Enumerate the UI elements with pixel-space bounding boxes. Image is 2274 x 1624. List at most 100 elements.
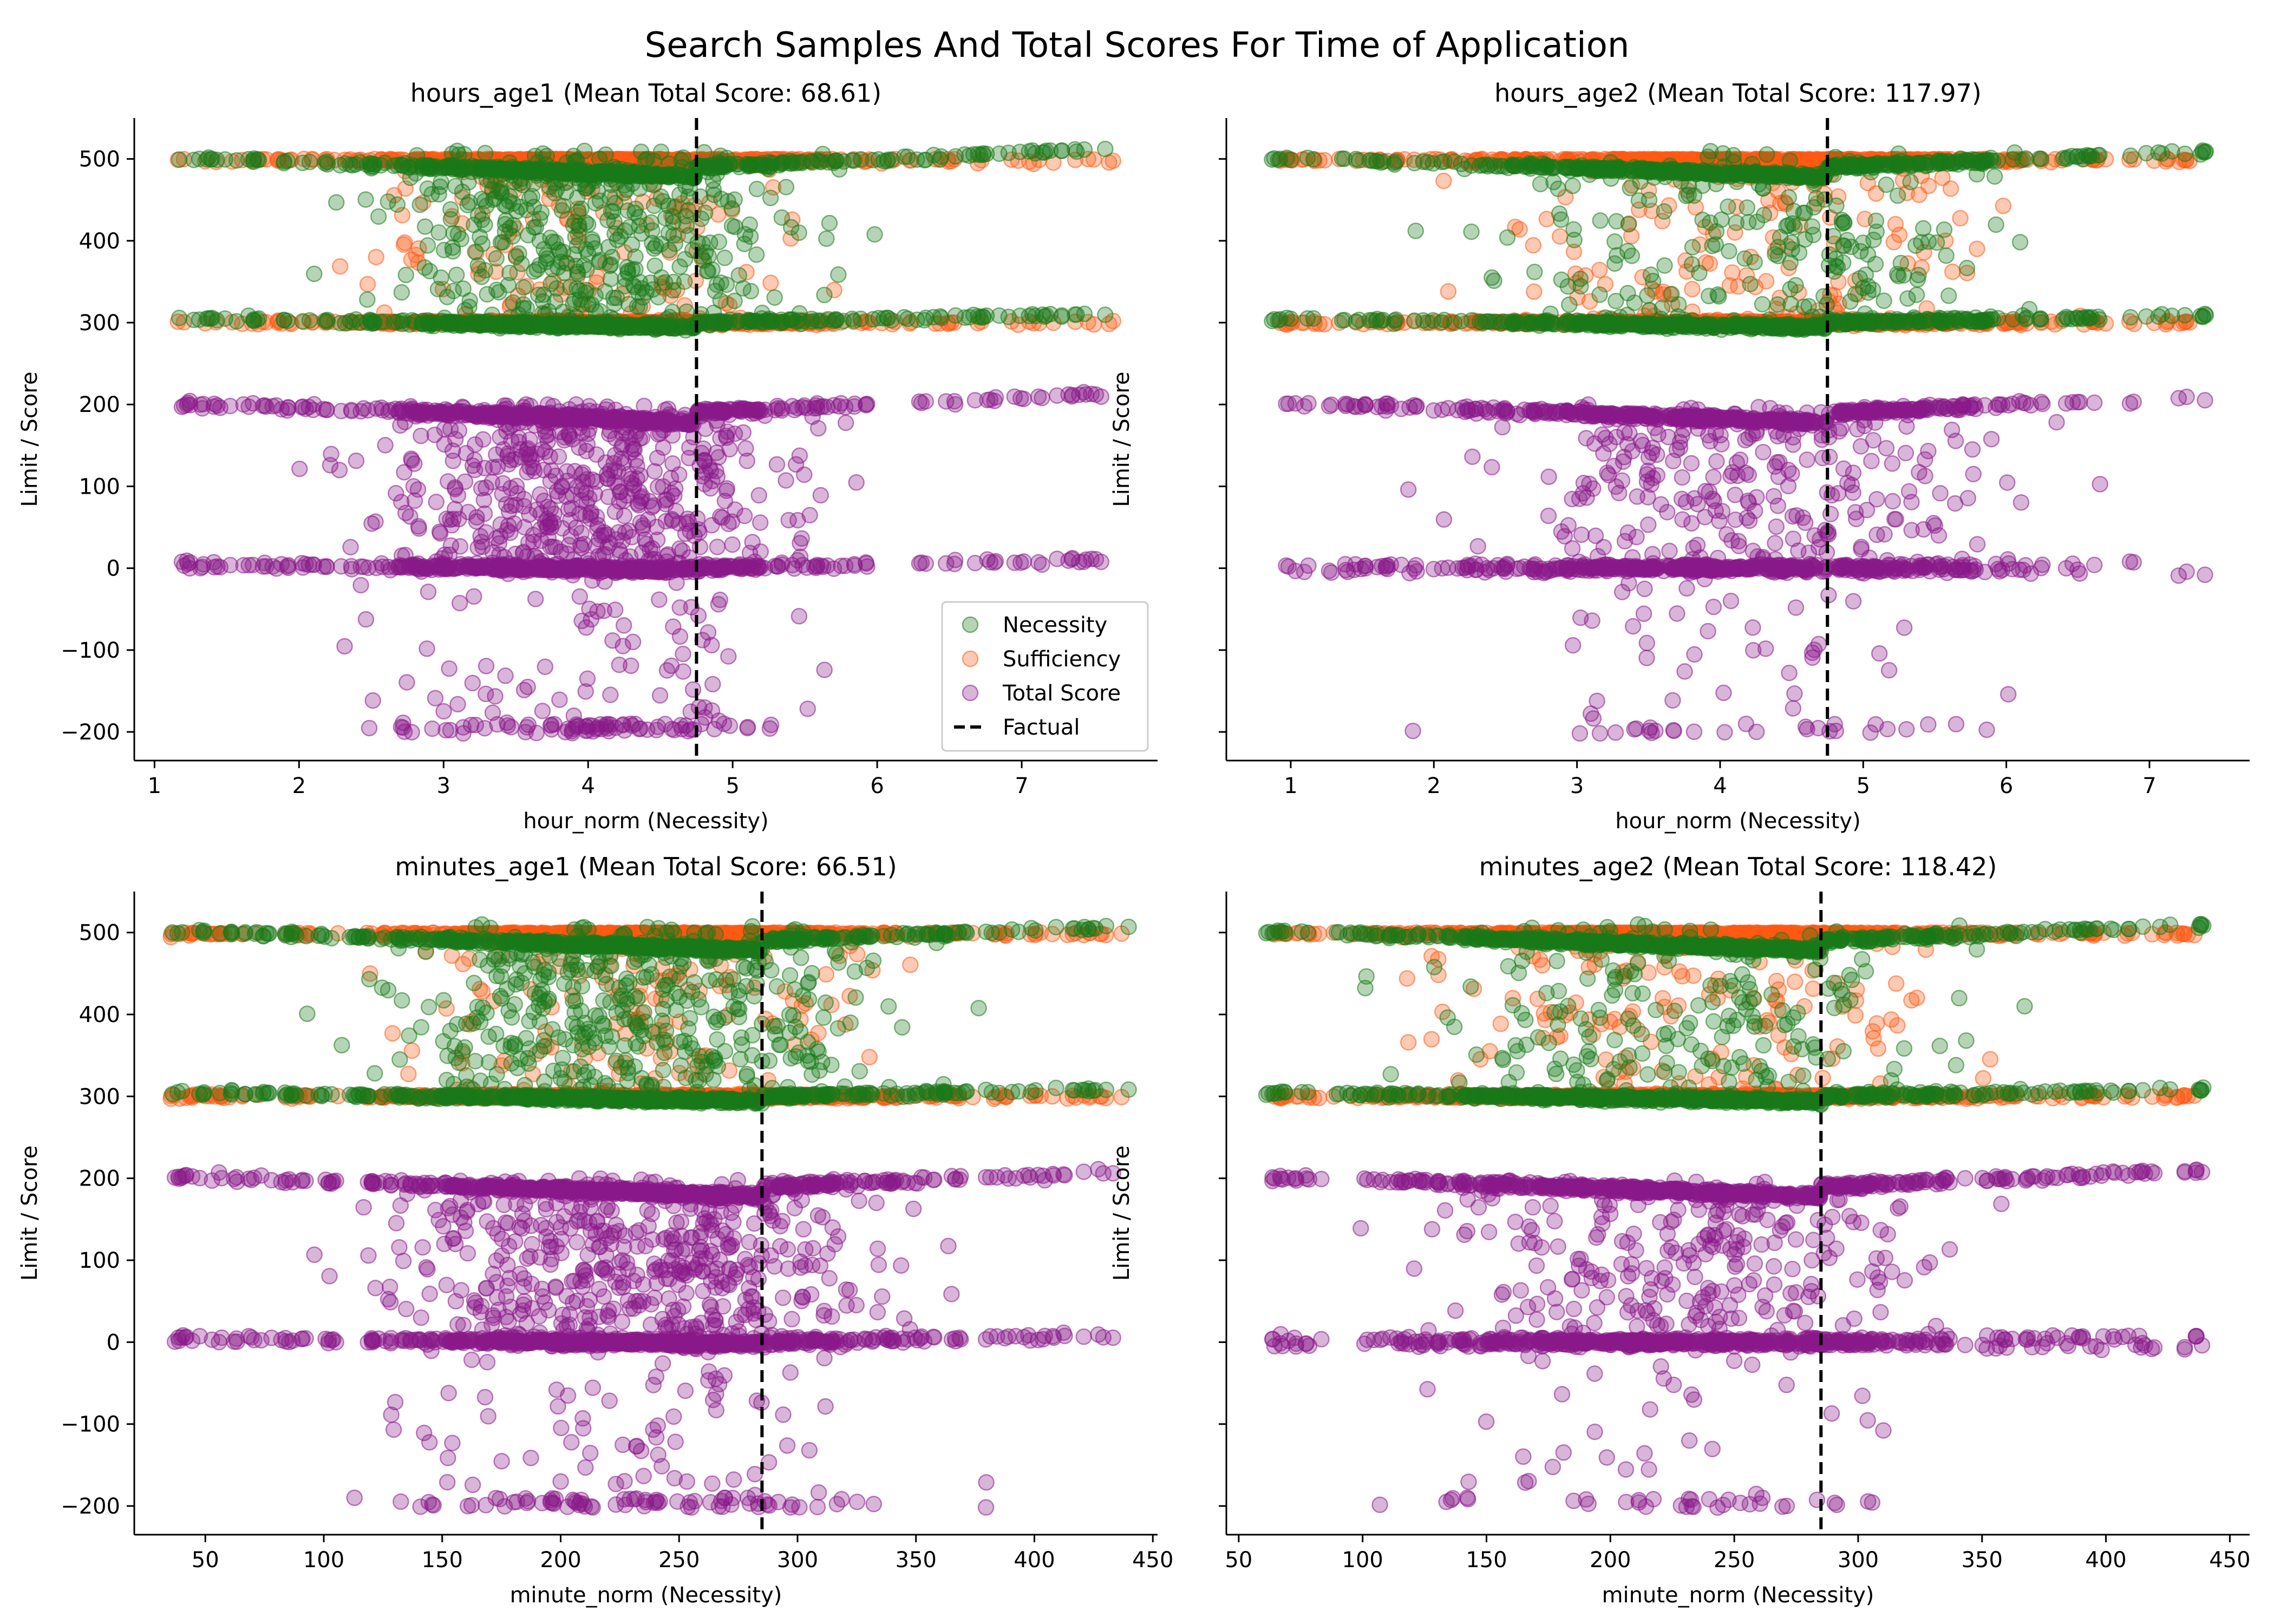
- total-score-point: [336, 638, 353, 655]
- necessity-point: [171, 151, 188, 168]
- total-score-point: [571, 588, 589, 605]
- necessity-point: [814, 146, 831, 162]
- total-score-point: [583, 611, 600, 628]
- necessity-point: [473, 269, 490, 285]
- necessity-point: [565, 296, 581, 312]
- total-score-point: [698, 555, 715, 573]
- necessity-point: [899, 310, 916, 328]
- necessity-point: [362, 158, 380, 175]
- total-score-point: [624, 564, 642, 581]
- total-score-point: [617, 405, 635, 423]
- necessity-point: [1024, 306, 1041, 323]
- total-score-point: [377, 437, 394, 454]
- total-score-point: [660, 561, 677, 578]
- total-score-point: [507, 545, 524, 562]
- total-score-point: [602, 716, 619, 733]
- y-tick-label: 100: [79, 474, 120, 499]
- total-score-point: [520, 534, 537, 551]
- total-score-point: [528, 501, 545, 518]
- total-score-point: [663, 721, 681, 737]
- total-score-point: [596, 602, 612, 619]
- total-score-point: [858, 555, 874, 572]
- total-score-point: [710, 712, 728, 729]
- total-score-point: [801, 507, 818, 523]
- total-score-point: [777, 472, 794, 489]
- necessity-point: [619, 202, 636, 219]
- total-score-point: [487, 687, 504, 705]
- necessity-point: [487, 168, 504, 185]
- total-score-point: [597, 401, 615, 418]
- necessity-point: [978, 145, 995, 162]
- total-score-point: [633, 416, 650, 433]
- total-score-point: [572, 536, 589, 554]
- panel-title: hours_age2 (Mean Total Score: 117.97): [1494, 78, 1982, 108]
- total-score-point: [716, 493, 734, 509]
- total-score-point: [315, 401, 332, 417]
- total-score-point: [518, 446, 535, 463]
- total-score-point: [393, 494, 410, 510]
- necessity-point: [791, 305, 808, 322]
- total-score-point: [684, 681, 702, 698]
- total-score-point: [360, 402, 377, 419]
- necessity-point: [561, 312, 578, 329]
- necessity-point: [430, 224, 447, 241]
- total-score-point: [657, 513, 675, 530]
- necessity-point: [450, 146, 467, 163]
- total-score-point: [413, 427, 429, 444]
- total-score-point: [364, 692, 381, 709]
- y-tick-label: 500: [79, 147, 120, 172]
- total-score-point: [1049, 551, 1066, 567]
- necessity-point: [602, 256, 619, 273]
- total-score-point: [419, 640, 435, 657]
- x-tick-label: 6: [870, 774, 884, 798]
- necessity-point: [866, 226, 883, 243]
- necessity-point: [580, 296, 597, 313]
- necessity-point: [754, 304, 770, 322]
- necessity-point: [421, 317, 438, 334]
- necessity-point: [933, 310, 950, 326]
- necessity-point: [777, 179, 795, 195]
- necessity-point: [460, 174, 477, 191]
- total-score-point: [395, 714, 411, 731]
- necessity-point: [245, 311, 262, 328]
- necessity-point: [760, 160, 776, 177]
- y-tick-label: 0: [107, 556, 120, 581]
- necessity-point: [816, 286, 833, 304]
- necessity-point: [492, 234, 509, 251]
- total-score-point: [946, 392, 963, 410]
- necessity-point: [362, 312, 380, 329]
- total-score-point: [240, 556, 257, 574]
- necessity-point: [541, 179, 558, 195]
- total-score-point: [468, 559, 485, 576]
- total-score-point: [752, 514, 769, 531]
- necessity-point: [865, 152, 881, 169]
- total-score-point: [837, 414, 854, 431]
- total-score-point: [986, 554, 1003, 571]
- necessity-point: [198, 151, 215, 168]
- total-score-point: [611, 483, 629, 501]
- necessity-point: [899, 148, 916, 165]
- panel-hours-age1: hours_age1 (Mean Total Score: 68.61) hou…: [17, 78, 1158, 834]
- necessity-point: [550, 259, 566, 276]
- total-score-point: [651, 591, 668, 608]
- total-score-point: [625, 440, 642, 457]
- total-score-point: [517, 724, 534, 741]
- necessity-point: [678, 303, 695, 320]
- total-score-point: [392, 417, 409, 434]
- total-score-point: [543, 462, 560, 479]
- sufficiency-point: [762, 274, 779, 291]
- total-score-point: [522, 397, 539, 415]
- necessity-point: [416, 218, 434, 235]
- total-score-point: [291, 460, 308, 477]
- total-score-point: [1006, 554, 1023, 571]
- total-score-point: [435, 703, 452, 720]
- total-score-point: [192, 560, 209, 577]
- necessity-point: [748, 180, 766, 198]
- total-score-point: [436, 546, 453, 563]
- total-score-point: [373, 400, 390, 416]
- necessity-point: [496, 197, 513, 214]
- necessity-point: [306, 265, 323, 283]
- necessity-point: [1097, 140, 1114, 158]
